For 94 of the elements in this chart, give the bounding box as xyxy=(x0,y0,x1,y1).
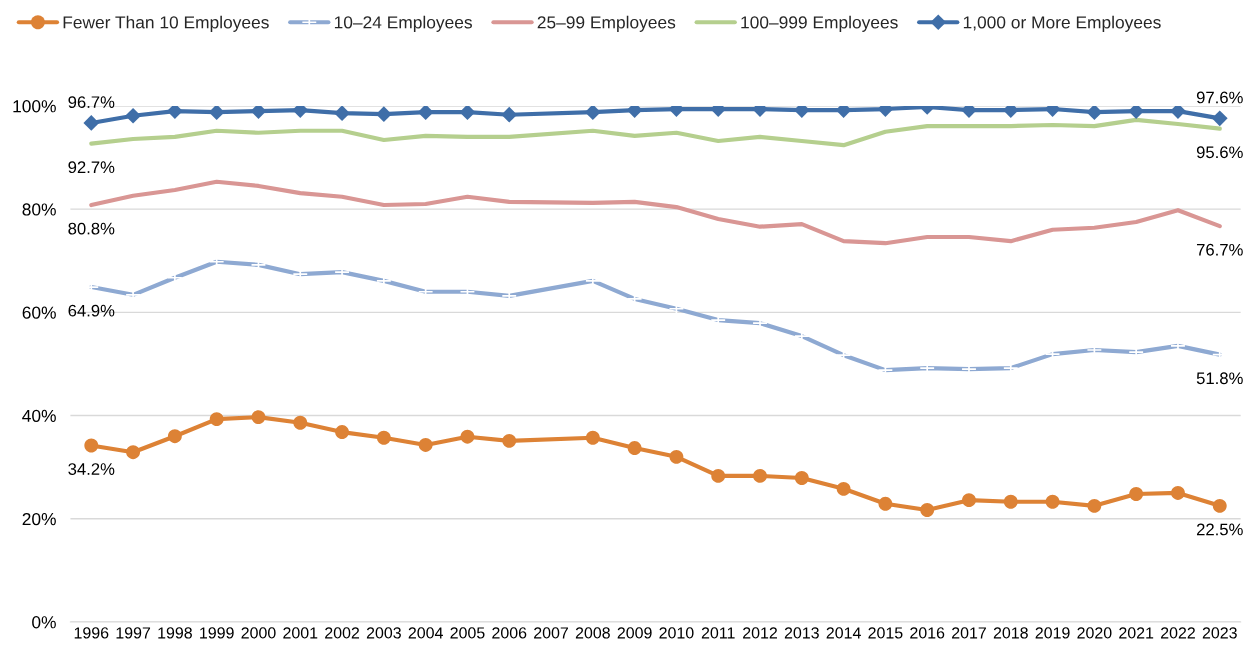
point xyxy=(167,429,182,444)
legend-label: 25–99 Employees xyxy=(537,15,676,32)
x-tick-label: 1998 xyxy=(158,627,192,639)
y-tick-label: 40% xyxy=(22,409,56,423)
point xyxy=(502,433,517,448)
legend-label: 1,000 or More Employees xyxy=(963,15,1161,32)
point xyxy=(292,105,309,118)
point xyxy=(167,105,183,119)
x-tick-label: 2002 xyxy=(325,627,360,639)
x-tick-label: 2015 xyxy=(868,627,903,639)
point xyxy=(1086,105,1103,120)
point xyxy=(627,441,642,455)
point xyxy=(250,105,267,119)
x-tick-label: 2005 xyxy=(450,627,485,639)
x-tick-label: 1996 xyxy=(74,627,109,639)
x-tick-label: 2007 xyxy=(534,627,568,639)
x-tick-label: 1999 xyxy=(200,627,234,639)
data-label: 22.5% xyxy=(1196,523,1243,536)
x-tick-label: 2001 xyxy=(283,627,318,639)
point xyxy=(794,471,809,485)
data-label: 92.7% xyxy=(68,161,115,174)
point xyxy=(753,468,767,483)
x-tick-label: 2016 xyxy=(910,627,945,639)
x-tick-label: 2021 xyxy=(1119,627,1154,639)
data-label: 64.9% xyxy=(68,304,115,317)
point xyxy=(836,481,851,496)
point xyxy=(626,105,643,118)
point xyxy=(1045,494,1060,509)
point xyxy=(1129,487,1144,501)
x-tick-label: 2009 xyxy=(617,627,652,639)
point xyxy=(376,430,391,445)
point xyxy=(209,412,224,427)
point xyxy=(501,106,518,123)
x-tick-label: 2020 xyxy=(1077,627,1112,639)
data-label: 34.2% xyxy=(68,463,115,475)
point xyxy=(1211,110,1228,127)
y-tick-label: 60% xyxy=(22,306,56,319)
x-tick-label: 2022 xyxy=(1161,627,1195,639)
point xyxy=(126,445,141,460)
x-tick-label: 2013 xyxy=(784,627,819,639)
point xyxy=(84,438,99,453)
y-tick-label: 100% xyxy=(13,100,56,113)
point xyxy=(460,429,475,444)
x-tick-label: 2003 xyxy=(366,627,401,639)
point xyxy=(585,430,600,445)
point xyxy=(418,438,433,452)
point xyxy=(125,107,141,124)
point xyxy=(669,449,684,464)
x-tick-label: 2011 xyxy=(701,627,735,639)
point xyxy=(293,415,308,430)
x-tick-label: 2012 xyxy=(743,627,777,639)
point xyxy=(459,105,476,120)
legend-label: 100–999 Employees xyxy=(741,15,898,32)
data-label: 51.8% xyxy=(1196,372,1243,385)
point xyxy=(962,493,976,508)
x-tick-label: 2008 xyxy=(575,627,610,639)
point xyxy=(835,105,852,118)
data-label: 95.6% xyxy=(1196,146,1243,159)
point xyxy=(1212,498,1227,513)
point xyxy=(417,105,434,120)
x-tick-label: 2018 xyxy=(993,627,1028,639)
point xyxy=(334,105,350,122)
data-label: 97.6% xyxy=(1196,91,1243,104)
y-tick-label: 20% xyxy=(22,512,56,526)
data-label: 80.8% xyxy=(68,222,115,235)
legend-label: 10–24 Employees xyxy=(334,15,472,32)
legend-label: Fewer Than 10 Employees xyxy=(63,15,269,32)
point xyxy=(1171,486,1185,500)
point xyxy=(920,503,935,517)
data-label: 96.7% xyxy=(68,96,115,109)
point xyxy=(335,425,350,440)
x-tick-label: 2019 xyxy=(1035,627,1070,639)
point xyxy=(251,410,266,425)
point xyxy=(376,106,392,123)
y-tick-label: 80% xyxy=(22,203,56,216)
x-tick-label: 2023 xyxy=(1202,627,1237,639)
point xyxy=(83,115,100,131)
point xyxy=(878,496,893,511)
point xyxy=(1170,105,1186,119)
point xyxy=(1003,494,1018,509)
x-tick-label: 2004 xyxy=(408,627,443,639)
point xyxy=(961,105,977,118)
x-tick-label: 2017 xyxy=(952,627,986,639)
x-tick-label: 2000 xyxy=(241,627,276,639)
x-tick-label: 2006 xyxy=(492,627,527,639)
point xyxy=(584,105,601,120)
x-tick-label: 2014 xyxy=(826,627,861,639)
x-tick-label: 1997 xyxy=(116,627,151,639)
y-tick-label: 0% xyxy=(32,616,56,629)
point xyxy=(1087,498,1102,513)
point xyxy=(208,105,225,120)
point xyxy=(711,468,726,483)
x-tick-label: 2010 xyxy=(659,627,694,639)
data-label: 76.7% xyxy=(1196,243,1243,256)
